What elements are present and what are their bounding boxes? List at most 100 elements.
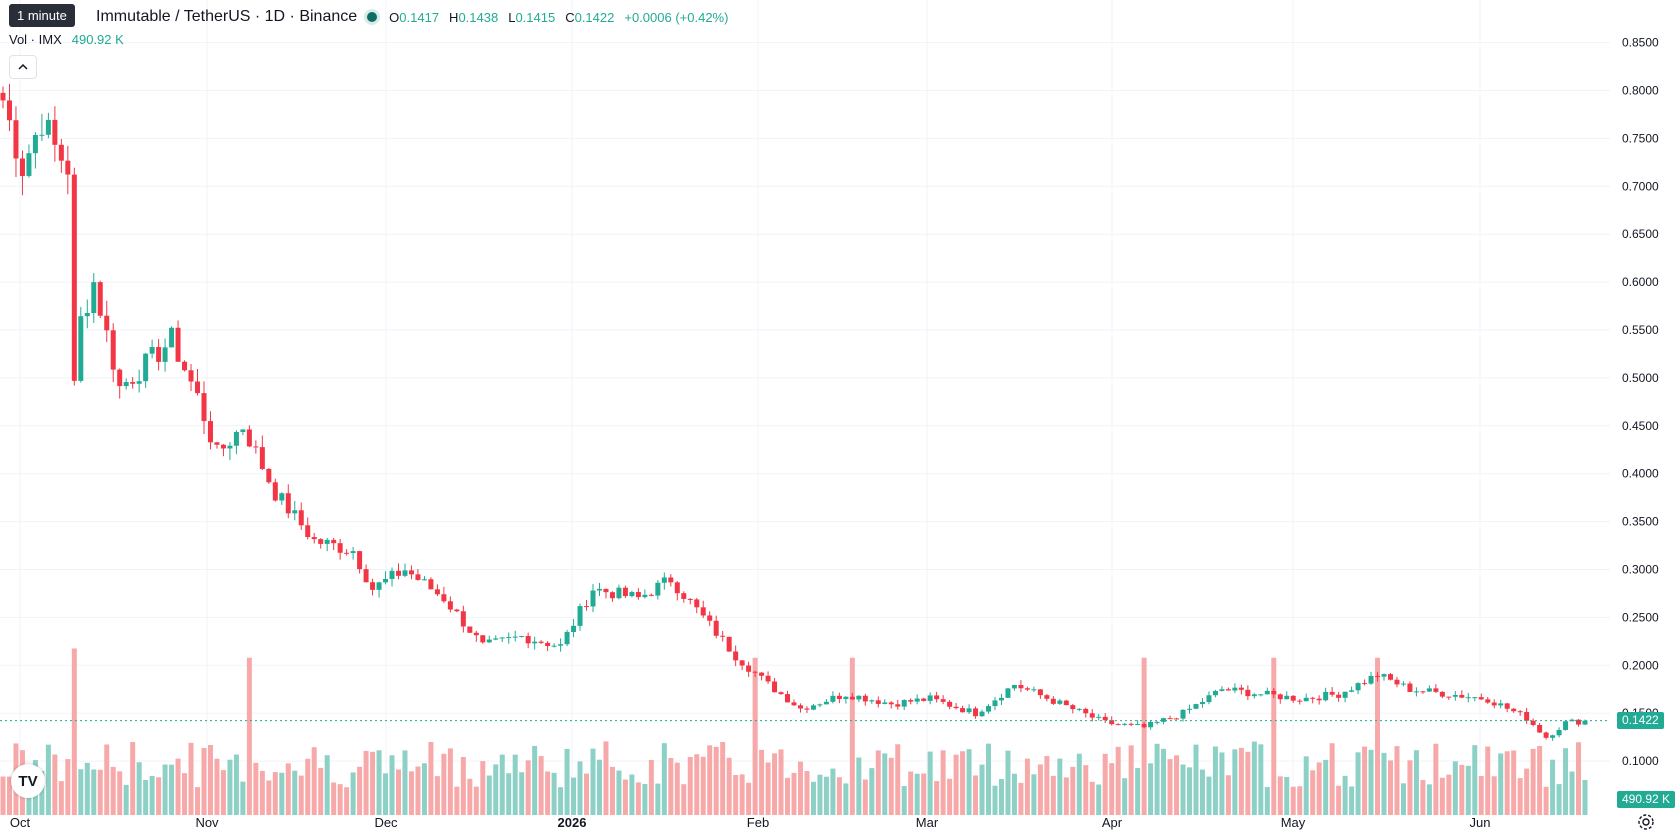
tradingview-logo[interactable]: TV <box>11 764 45 798</box>
candle <box>1413 687 1419 697</box>
candle <box>720 630 726 642</box>
candle <box>383 571 389 585</box>
volume-bar <box>1310 770 1316 815</box>
collapse-legend-button[interactable] <box>9 55 37 79</box>
volume-bar <box>493 764 499 815</box>
volume-bar <box>480 761 486 815</box>
candle <box>1199 698 1205 708</box>
candle <box>1524 707 1530 724</box>
volume-bar <box>227 759 233 815</box>
volume-bar <box>1446 774 1452 815</box>
x-tick-label: Jun <box>1470 815 1491 830</box>
candle <box>856 695 862 703</box>
candle <box>240 429 246 436</box>
candle <box>285 484 291 519</box>
candle <box>447 596 453 613</box>
volume-bar <box>648 759 654 815</box>
ohlc-values: O0.1417 H0.1438 L0.1415 C0.1422 +0.0006 … <box>389 9 729 25</box>
volume-bar <box>104 744 110 815</box>
volume-bar <box>6 776 12 815</box>
candle <box>998 693 1004 705</box>
volume-bar <box>642 783 648 815</box>
settings-icon[interactable] <box>1636 812 1656 832</box>
candle <box>1355 682 1361 695</box>
candle <box>648 593 654 597</box>
candle <box>428 577 434 590</box>
volume-bar <box>58 781 64 815</box>
candle <box>396 563 401 580</box>
candle <box>545 640 551 652</box>
volume-bar <box>856 757 862 815</box>
volume-bar <box>661 743 667 815</box>
candle <box>1212 689 1218 698</box>
volume-bar <box>538 756 544 815</box>
y-tick-label: 0.3000 <box>1622 563 1659 577</box>
symbol-title[interactable]: Immutable / TetherUS · 1D · Binance <box>96 8 358 25</box>
volume-bar <box>700 756 706 815</box>
volume-bar <box>117 771 123 815</box>
volume-bar <box>947 778 953 815</box>
volume-bar <box>1375 657 1381 815</box>
candle <box>52 106 58 162</box>
x-tick-label: Apr <box>1102 815 1123 830</box>
candle <box>849 692 855 700</box>
volume-bar <box>746 782 752 815</box>
volume-bar <box>584 773 590 815</box>
volume-bar <box>1336 785 1342 815</box>
volume-bar <box>1258 744 1264 815</box>
candle <box>344 549 350 556</box>
candle <box>1303 693 1309 702</box>
candle <box>175 320 181 362</box>
volume-bar <box>895 744 901 815</box>
y-tick-label: 0.2500 <box>1622 610 1659 624</box>
volume-bar <box>1284 776 1290 815</box>
candle <box>188 363 194 392</box>
volume-legend[interactable]: Vol · IMX 490.92 K <box>9 32 124 47</box>
candle <box>778 691 784 695</box>
volume-bar <box>473 786 479 815</box>
volume-bar <box>318 767 324 815</box>
candle <box>1459 690 1465 699</box>
volume-bar <box>668 757 674 815</box>
volume-bar <box>39 770 45 815</box>
volume-bar <box>383 773 389 815</box>
volume-bar <box>1394 746 1400 815</box>
volume-bar <box>350 772 356 815</box>
candle <box>149 339 155 359</box>
candle <box>875 696 881 708</box>
candle <box>979 709 985 717</box>
candle <box>110 323 116 383</box>
x-tick-label: Nov <box>195 815 219 830</box>
volume-tag: 490.92 K <box>1617 791 1676 808</box>
market-status-icon[interactable] <box>367 12 378 22</box>
candle <box>914 694 920 705</box>
candle <box>1472 697 1478 702</box>
volume-bar <box>91 769 97 815</box>
candle <box>1284 691 1290 700</box>
volume-bar <box>1180 764 1186 815</box>
volume-bar <box>836 777 842 815</box>
volume-bar <box>1498 753 1504 815</box>
interval-tooltip: 1 minute <box>9 4 75 27</box>
candle <box>1465 692 1471 703</box>
candle <box>227 442 233 461</box>
volume-bar <box>1576 742 1582 815</box>
candle <box>953 702 959 710</box>
volume-bar <box>408 771 414 815</box>
candle <box>467 626 473 633</box>
candle <box>1394 676 1400 688</box>
candle <box>1277 693 1283 704</box>
candle <box>1031 686 1037 693</box>
candle <box>603 588 609 599</box>
candle <box>577 603 583 631</box>
candle <box>499 637 505 643</box>
candle <box>91 273 97 323</box>
volume-bar <box>162 764 168 815</box>
candle <box>1083 707 1089 718</box>
volume-bar <box>1297 786 1303 815</box>
candle <box>318 538 324 549</box>
candle <box>739 660 745 671</box>
volume-bar <box>862 779 868 815</box>
volume-bar <box>233 754 239 815</box>
